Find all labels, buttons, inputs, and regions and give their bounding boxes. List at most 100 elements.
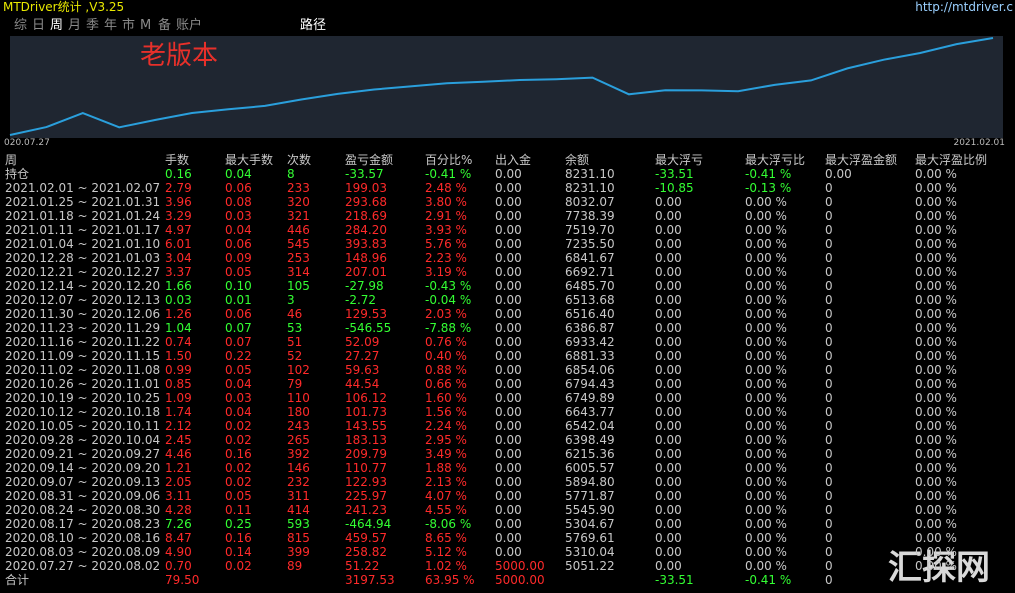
cell: -33.51 <box>655 167 694 181</box>
cell: 293.68 <box>345 195 387 209</box>
cell: 4.90 <box>165 545 192 559</box>
cell: 0 <box>825 321 833 335</box>
balance-line <box>9 37 994 136</box>
cell: -546.55 <box>345 321 392 335</box>
cell: 199.03 <box>345 181 387 195</box>
cell: 0.00 <box>495 209 522 223</box>
column-header: 盈亏金额 <box>345 153 394 167</box>
cell: 241.23 <box>345 503 387 517</box>
cell: 79 <box>287 377 303 391</box>
cell: 6.01 <box>165 237 192 251</box>
cell: 0.00 <box>655 503 682 517</box>
cell: 0 <box>825 405 833 419</box>
cell: 545 <box>287 237 310 251</box>
cell: 7235.50 <box>565 237 615 251</box>
cell: 414 <box>287 503 310 517</box>
cell: 0.00 % <box>745 433 787 447</box>
cell: 218.69 <box>345 209 387 223</box>
cell: 314 <box>287 265 310 279</box>
cell: 0.00 <box>495 503 522 517</box>
cell: 0.09 <box>225 251 252 265</box>
cell: 0.00 % <box>915 531 957 545</box>
cell: 0.00 <box>655 293 682 307</box>
cell: 232 <box>287 475 310 489</box>
cell: 0.00 % <box>915 405 957 419</box>
path-button[interactable]: 路径 <box>300 18 327 33</box>
cell: 0.00 <box>655 335 682 349</box>
cell: 0.16 <box>165 167 192 181</box>
cell: 0 <box>825 559 833 573</box>
tab[interactable]: 市 <box>122 18 136 33</box>
cell: 0.00 <box>495 433 522 447</box>
tab[interactable]: 综 <box>14 18 28 33</box>
cell: 0.00 <box>495 321 522 335</box>
cell: 0.00 % <box>915 377 957 391</box>
tab[interactable]: M <box>140 18 152 33</box>
cell: 2.48 % <box>425 181 467 195</box>
tab[interactable]: 月 <box>68 18 82 33</box>
cell: 0.00 % <box>745 531 787 545</box>
cell: 0.00 % <box>915 545 957 559</box>
cell: -0.41 % <box>425 167 472 181</box>
cell: 0.10 <box>225 279 252 293</box>
cell: 0 <box>825 237 833 251</box>
column-header: 最大浮盈金额 <box>825 153 898 167</box>
cell: 0.03 <box>225 391 252 405</box>
cell: 0.00 % <box>915 447 957 461</box>
cell: 0.00 % <box>915 251 957 265</box>
period-cell: 2020.09.21 ~ 2020.09.27 <box>5 447 161 461</box>
cell: 0.03 <box>225 209 252 223</box>
cell: 0 <box>825 475 833 489</box>
cell: -10.85 <box>655 181 694 195</box>
cell: 0.05 <box>225 489 252 503</box>
cell: 0.00 % <box>745 475 787 489</box>
cell: 0.00 % <box>915 517 957 531</box>
cell: 0.14 <box>225 545 252 559</box>
period-cell: 2020.12.07 ~ 2020.12.13 <box>5 293 161 307</box>
cell: 0.00 <box>655 531 682 545</box>
cell: 0.00 % <box>915 461 957 475</box>
period-cell: 2020.12.21 ~ 2020.12.27 <box>5 265 161 279</box>
cell: 59.63 <box>345 363 380 377</box>
tab[interactable]: 周 <box>50 18 64 33</box>
cell: -0.43 % <box>425 279 472 293</box>
tab[interactable]: 年 <box>104 18 118 33</box>
cell: 0 <box>825 447 833 461</box>
cell: 2.03 % <box>425 307 467 321</box>
cell: 1.88 % <box>425 461 467 475</box>
cell: 3 <box>287 293 295 307</box>
tab[interactable]: 季 <box>86 18 100 33</box>
cell: 1.56 % <box>425 405 467 419</box>
cell: 0.00 % <box>745 293 787 307</box>
cell: 0.06 <box>225 307 252 321</box>
cell: 0.00 % <box>745 195 787 209</box>
column-header: 最大浮盈比例 <box>915 153 988 167</box>
cell: 0.00 <box>655 237 682 251</box>
cell: 1.21 <box>165 461 192 475</box>
cell: 52 <box>287 349 303 363</box>
tab[interactable]: 账户 <box>176 18 203 33</box>
chart-annotation: 老版本 <box>140 41 218 71</box>
cell: 0.00 <box>495 419 522 433</box>
cell: 0.00 <box>655 209 682 223</box>
cell: 0.00 <box>655 517 682 531</box>
cell: 0.00 % <box>915 307 957 321</box>
cell: 0.16 <box>225 447 252 461</box>
tab[interactable]: 备 <box>158 18 172 33</box>
cell: 0.00 <box>655 223 682 237</box>
tab[interactable]: 日 <box>32 18 46 33</box>
cell: 0.00 % <box>915 363 957 377</box>
cell: 0.02 <box>225 419 252 433</box>
cell: 459.57 <box>345 531 387 545</box>
cell: 0 <box>825 363 833 377</box>
cell: 4.55 % <box>425 503 467 517</box>
cell: 1.26 <box>165 307 192 321</box>
column-header: 最大浮亏 <box>655 153 704 167</box>
period-cell: 2021.01.25 ~ 2021.01.31 <box>5 195 161 209</box>
cell: 0.88 % <box>425 363 467 377</box>
cell: 6854.06 <box>565 363 615 377</box>
cell: 6794.43 <box>565 377 615 391</box>
cell: 0.05 <box>225 363 252 377</box>
cell: 0.00 <box>495 405 522 419</box>
